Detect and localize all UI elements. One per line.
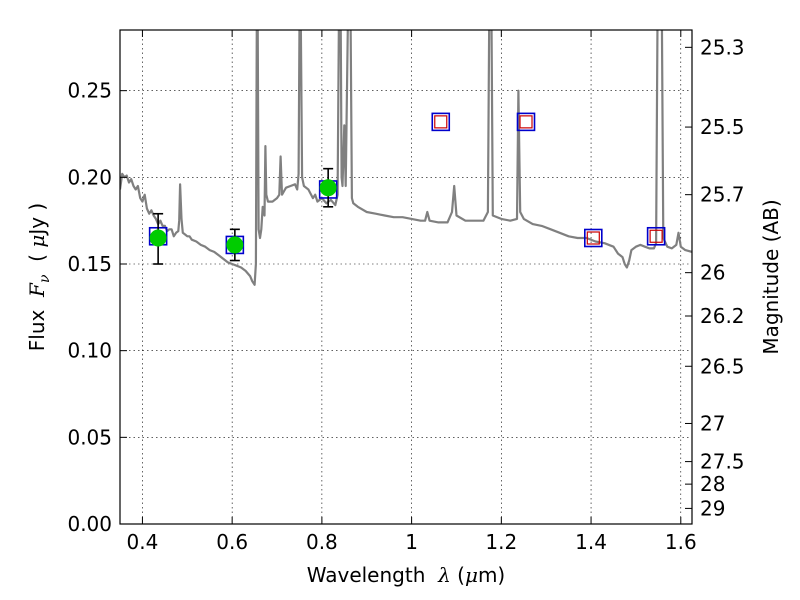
magnitude-tick-label: 29 (700, 496, 725, 520)
observed-point (226, 236, 244, 254)
x-tick-label: 0.8 (306, 530, 338, 554)
x-axis-label-prefix: Wavelength (307, 563, 438, 587)
upper-photometry-square (519, 115, 533, 129)
grid-lines (120, 30, 692, 524)
y-axis-label-unit: Jy ) (25, 203, 49, 237)
magnitude-axis-label: Magnitude (AB) (759, 199, 783, 354)
magnitude-tick-label: 26 (700, 261, 725, 285)
y-axis: 0.00 0.05 0.10 0.15 0.20 0.25 (67, 79, 127, 536)
y-axis-label-prefix: Flux (25, 297, 49, 351)
y-axis-label-mu: μ (25, 235, 49, 248)
y-axis-label-f: F (25, 282, 49, 298)
model-photometry-square (431, 112, 451, 132)
y-tick-label: 0.10 (67, 339, 112, 363)
model-spectrum (120, 30, 692, 286)
magnitude-tick-label: 28 (700, 472, 725, 496)
y-tick-label: 0.25 (67, 79, 112, 103)
magnitude-tick-label: 27 (700, 411, 725, 435)
x-axis-label-mu: μ (465, 563, 478, 587)
model-photometry-square (646, 226, 666, 246)
spectrum-line (120, 30, 692, 286)
magnitude-tick-label: 26.5 (700, 354, 745, 378)
y-axis-label-open: ( (25, 248, 49, 275)
x-axis-label-lambda: λ (437, 563, 451, 587)
x-tick-label: 0.6 (216, 530, 248, 554)
x-tick-label: 1.6 (665, 530, 697, 554)
magnitude-tick-label: 25.3 (700, 35, 745, 59)
upper-photometry-square (649, 229, 663, 243)
magnitude-tick-label: 25.5 (700, 115, 745, 139)
y-tick-label: 0.05 (67, 425, 112, 449)
upper-photometry-square (434, 115, 448, 129)
x-axis: 0.4 0.6 0.8 1 1.2 1.4 1.6 (127, 30, 697, 554)
y-tick-label: 0.20 (67, 165, 112, 189)
y-tick-label: 0.15 (67, 252, 112, 276)
observed-point (319, 179, 337, 197)
photometry-points (148, 112, 666, 265)
x-tick-label: 0.4 (127, 530, 159, 554)
magnitude-tick-label: 25.7 (700, 183, 745, 207)
model-photometry-square (516, 112, 536, 132)
plot-frame (119, 29, 693, 525)
x-tick-label: 1 (405, 530, 418, 554)
magnitude-tick-label: 26.2 (700, 304, 745, 328)
y-axis-label-nu: ν (37, 274, 53, 283)
x-tick-label: 1.2 (485, 530, 517, 554)
y-tick-label: 0.00 (67, 512, 112, 536)
x-tick-label: 1.4 (575, 530, 607, 554)
y-axis-label: Flux Fν ( μJy ) (25, 203, 53, 351)
x-axis-label-unit: m) (478, 563, 505, 587)
x-axis-label-open: ( (451, 563, 465, 587)
x-axis-label: Wavelength λ (μm) (307, 563, 506, 587)
observed-point (149, 229, 167, 247)
magnitude-tick-label: 27.5 (700, 450, 745, 474)
upper-photometry-square (586, 231, 600, 245)
model-photometry-square (584, 228, 603, 248)
